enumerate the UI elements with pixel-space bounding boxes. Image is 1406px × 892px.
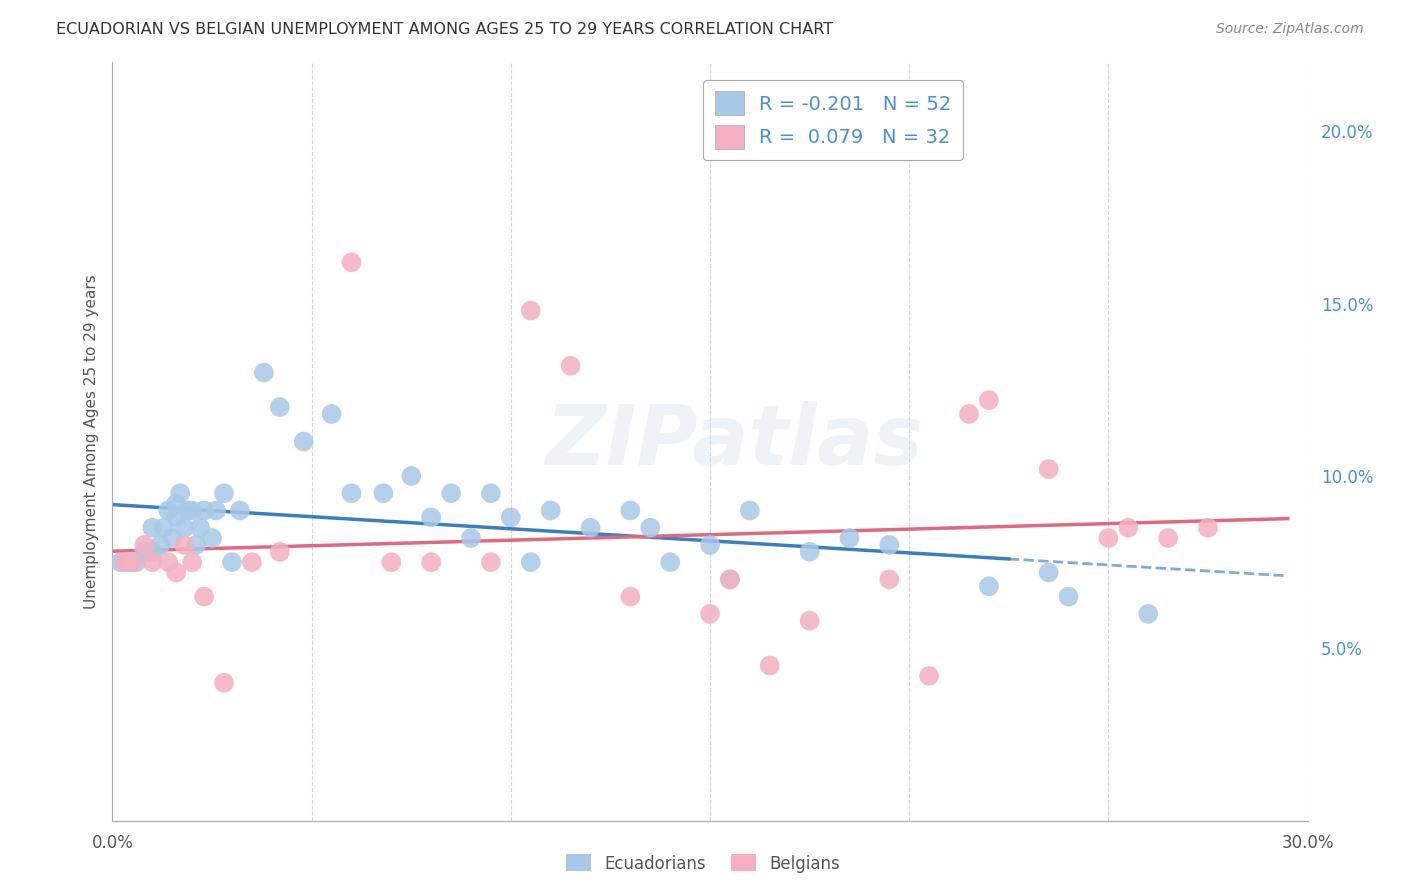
Point (579, 521, 602, 535)
Point (110, 555, 132, 569)
Point (269, 400, 291, 414)
Point (212, 675, 235, 690)
Point (292, 434, 315, 449)
Point (460, 531, 482, 545)
Point (718, 573, 741, 587)
Point (1118, 521, 1140, 535)
Point (141, 545, 163, 559)
Point (221, 555, 243, 569)
Point (619, 590, 641, 604)
Point (838, 531, 860, 545)
Point (718, 573, 741, 587)
Point (877, 573, 901, 587)
Point (177, 503, 200, 517)
Point (181, 503, 204, 517)
Point (420, 555, 443, 569)
Point (134, 538, 156, 552)
Point (1038, 462, 1060, 476)
Point (165, 497, 187, 511)
Point (499, 510, 522, 524)
Point (201, 531, 224, 545)
Point (134, 545, 156, 559)
Point (619, 503, 641, 517)
Point (205, 503, 228, 517)
Point (165, 566, 187, 580)
Point (1197, 521, 1219, 535)
Legend: R = -0.201   N = 52, R =  0.079   N = 32: R = -0.201 N = 52, R = 0.079 N = 32 (703, 79, 963, 161)
Point (1038, 566, 1060, 580)
Point (186, 538, 208, 552)
Text: ECUADORIAN VS BELGIAN UNEMPLOYMENT AMONG AGES 25 TO 29 YEARS CORRELATION CHART: ECUADORIAN VS BELGIAN UNEMPLOYMENT AMONG… (56, 22, 834, 37)
Point (340, 255, 363, 269)
Point (141, 555, 163, 569)
Point (117, 555, 139, 569)
Point (157, 503, 180, 517)
Point (977, 579, 1000, 593)
Point (229, 503, 252, 517)
Text: Source: ZipAtlas.com: Source: ZipAtlas.com (1216, 22, 1364, 37)
Point (162, 531, 183, 545)
Point (799, 545, 821, 559)
Point (738, 503, 761, 517)
Point (380, 555, 402, 569)
Point (165, 510, 187, 524)
Text: ZIPatlas: ZIPatlas (546, 401, 922, 482)
Point (560, 359, 582, 373)
Point (1097, 531, 1119, 545)
Point (340, 486, 363, 500)
Point (1157, 531, 1180, 545)
Legend: Ecuadorians, Belgians: Ecuadorians, Belgians (560, 847, 846, 880)
Point (1137, 607, 1160, 621)
Point (193, 503, 215, 517)
Point (173, 538, 195, 552)
Point (659, 555, 682, 569)
Point (169, 486, 191, 500)
Point (479, 555, 502, 569)
Point (114, 555, 135, 569)
Point (153, 521, 176, 535)
Point (149, 538, 172, 552)
Point (699, 538, 721, 552)
Point (401, 469, 423, 483)
Point (253, 366, 276, 380)
Y-axis label: Unemployment Among Ages 25 to 29 years: Unemployment Among Ages 25 to 29 years (83, 274, 98, 609)
Point (957, 407, 980, 421)
Point (141, 521, 163, 535)
Point (440, 486, 463, 500)
Point (188, 521, 211, 535)
Point (540, 503, 562, 517)
Point (759, 658, 782, 673)
Point (699, 607, 721, 621)
Point (479, 486, 502, 500)
Point (121, 555, 143, 569)
Point (520, 303, 543, 318)
Point (181, 555, 204, 569)
Point (212, 486, 235, 500)
Point (193, 590, 215, 604)
Point (1057, 590, 1080, 604)
Point (420, 510, 443, 524)
Point (877, 538, 901, 552)
Point (977, 393, 1000, 408)
Point (640, 521, 662, 535)
Point (157, 555, 180, 569)
Point (240, 555, 263, 569)
Point (269, 545, 291, 559)
Point (125, 555, 148, 569)
Point (373, 486, 395, 500)
Point (173, 521, 195, 535)
Point (520, 555, 543, 569)
Point (799, 614, 821, 628)
Point (321, 407, 343, 421)
Point (918, 669, 941, 683)
